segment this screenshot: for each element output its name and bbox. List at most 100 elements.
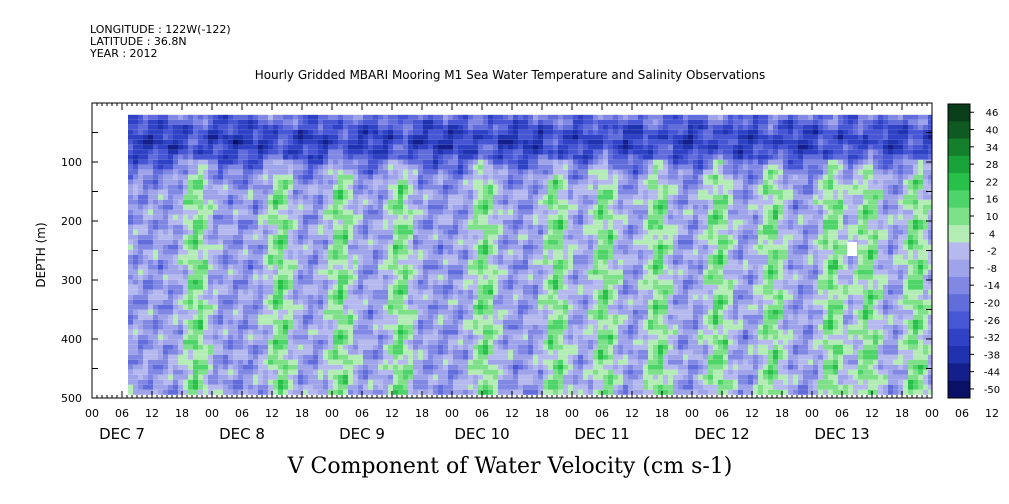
heatmap-cell: [688, 259, 693, 265]
heatmap-cell: [263, 229, 268, 235]
heatmap-cell: [628, 144, 633, 150]
heatmap-cell: [218, 179, 223, 185]
heatmap-cell: [878, 169, 883, 175]
heatmap-cell: [563, 124, 568, 130]
heatmap-cell: [258, 169, 263, 175]
heatmap-cell: [433, 154, 438, 160]
heatmap-cell: [358, 194, 363, 200]
heatmap-cell: [328, 239, 333, 245]
heatmap-cell: [343, 164, 348, 170]
heatmap-cell: [488, 144, 493, 150]
heatmap-cell: [528, 254, 533, 260]
heatmap-cell: [438, 169, 443, 175]
heatmap-cell: [713, 249, 718, 255]
heatmap-cell: [393, 154, 398, 160]
heatmap-cell: [808, 244, 813, 250]
heatmap-cell: [843, 214, 848, 220]
heatmap-cell: [708, 189, 713, 195]
heatmap-cell: [378, 194, 383, 200]
heatmap-cell: [413, 214, 418, 220]
heatmap-cell: [748, 254, 753, 260]
heatmap-cell: [813, 134, 818, 140]
heatmap-cell: [443, 134, 448, 140]
heatmap-cell: [648, 174, 653, 180]
heatmap-cell: [208, 199, 213, 205]
heatmap-cell: [173, 244, 178, 250]
heatmap-cell: [908, 154, 913, 160]
heatmap-cell: [528, 189, 533, 195]
heatmap-cell: [498, 134, 503, 140]
heatmap-cell: [638, 179, 643, 185]
heatmap-cell: [593, 194, 598, 200]
heatmap-cell: [183, 124, 188, 130]
heatmap-cell: [498, 184, 503, 190]
heatmap-cell: [683, 154, 688, 160]
heatmap-cell: [273, 129, 278, 135]
heatmap-cell: [688, 134, 693, 140]
heatmap-cell: [743, 224, 748, 230]
heatmap-cell: [918, 259, 923, 265]
heatmap-cell: [323, 154, 328, 160]
heatmap-cell: [278, 194, 283, 200]
heatmap-cell: [663, 149, 668, 155]
heatmap-cell: [478, 224, 483, 230]
heatmap-cell: [503, 134, 508, 140]
heatmap-cell: [303, 179, 308, 185]
heatmap-cell: [693, 239, 698, 245]
heatmap-cell: [253, 124, 258, 130]
heatmap-cell: [718, 139, 723, 145]
heatmap-cell: [218, 139, 223, 145]
heatmap-cell: [793, 249, 798, 255]
heatmap-cell: [893, 204, 898, 210]
heatmap-cell: [303, 139, 308, 145]
heatmap-cell: [533, 224, 538, 230]
heatmap-cell: [498, 119, 503, 125]
heatmap-cell: [343, 124, 348, 130]
heatmap-cell: [463, 159, 468, 165]
heatmap-cell: [263, 239, 268, 245]
heatmap-cell: [423, 134, 428, 140]
heatmap-cell: [258, 204, 263, 210]
heatmap-cell: [798, 129, 803, 135]
heatmap-cell: [638, 239, 643, 245]
heatmap-cell: [343, 179, 348, 185]
heatmap-cell: [198, 254, 203, 260]
heatmap-cell: [658, 144, 663, 150]
heatmap-cell: [893, 164, 898, 170]
heatmap-cell: [618, 189, 623, 195]
heatmap-cell: [703, 234, 708, 240]
heatmap-cell: [903, 214, 908, 220]
heatmap-cell: [673, 129, 678, 135]
heatmap-cell: [143, 114, 148, 120]
heatmap-cell: [883, 209, 888, 215]
heatmap-cell: [808, 159, 813, 165]
heatmap-cell: [678, 229, 683, 235]
heatmap-cell: [533, 139, 538, 145]
heatmap-cell: [533, 174, 538, 180]
heatmap-cell: [383, 244, 388, 250]
heatmap-cell: [798, 134, 803, 140]
heatmap-cell: [763, 144, 768, 150]
heatmap-cell: [608, 129, 613, 135]
heatmap-cell: [588, 119, 593, 125]
heatmap-cell: [208, 224, 213, 230]
heatmap-cell: [838, 154, 843, 160]
heatmap-cell: [128, 189, 133, 195]
heatmap-cell: [873, 244, 878, 250]
heatmap-cell: [853, 194, 858, 200]
heatmap-cell: [233, 114, 238, 120]
heatmap-cell: [638, 154, 643, 160]
heatmap-cell: [818, 229, 823, 235]
heatmap-cell: [278, 129, 283, 135]
heatmap-cell: [408, 209, 413, 215]
heatmap-cell: [373, 169, 378, 175]
heatmap-cell: [898, 189, 903, 195]
heatmap-cell: [223, 159, 228, 165]
heatmap-cell: [818, 144, 823, 150]
heatmap-cell: [813, 159, 818, 165]
heatmap-cell: [838, 229, 843, 235]
heatmap-cell: [683, 114, 688, 120]
heatmap-cell: [498, 189, 503, 195]
heatmap-cell: [188, 174, 193, 180]
heatmap-cell: [683, 189, 688, 195]
